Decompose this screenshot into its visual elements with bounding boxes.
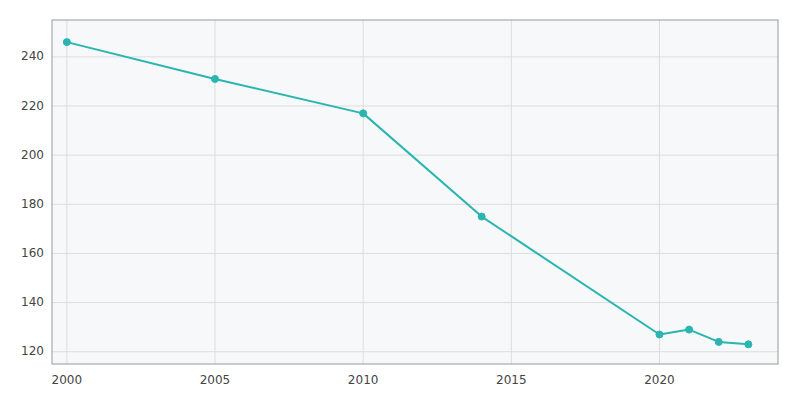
x-tick-label: 2015 bbox=[496, 373, 527, 387]
grid-line-y bbox=[52, 351, 778, 352]
tick-labels: 120 140 160 180 200 220 240 2000 2005 2010 2015 202… bbox=[21, 49, 675, 387]
x-tick-label: 2000 bbox=[52, 373, 83, 387]
grid-line-y bbox=[52, 155, 778, 156]
grid-line-x bbox=[66, 20, 67, 364]
y-tick-label: 140 bbox=[21, 295, 44, 309]
data-point bbox=[63, 39, 70, 46]
data-point bbox=[211, 75, 218, 82]
data-point bbox=[715, 338, 722, 345]
y-tick-label: 160 bbox=[21, 246, 44, 260]
grid-line-x bbox=[511, 20, 512, 364]
x-tick-label: 2010 bbox=[348, 373, 379, 387]
y-tick-label: 220 bbox=[21, 99, 44, 113]
y-tick-label: 200 bbox=[21, 148, 44, 162]
grid-line-x bbox=[659, 20, 660, 364]
grid bbox=[52, 20, 778, 364]
grid-line-y bbox=[52, 302, 778, 303]
grid-line-x bbox=[363, 20, 364, 364]
data-point bbox=[360, 110, 367, 117]
data-line bbox=[67, 42, 749, 344]
page: {"chart_data": {"type": "line", "x": [20… bbox=[0, 0, 800, 400]
x-tick-label: 2005 bbox=[200, 373, 231, 387]
grid-line-x bbox=[214, 20, 215, 364]
plot-frame bbox=[52, 20, 778, 364]
grid-line-y bbox=[52, 106, 778, 107]
data-point bbox=[686, 326, 693, 333]
data-layer bbox=[63, 39, 752, 348]
y-tick-label: 120 bbox=[21, 344, 44, 358]
chart-svg: 120 140 160 180 200 220 240 2000 2005 2010 2015 202… bbox=[0, 0, 800, 400]
plot-background bbox=[52, 20, 778, 364]
y-tick-label: 180 bbox=[21, 197, 44, 211]
x-tick-label: 2020 bbox=[644, 373, 675, 387]
data-point bbox=[656, 331, 663, 338]
data-point bbox=[478, 213, 485, 220]
y-tick-label: 240 bbox=[21, 49, 44, 63]
data-point bbox=[745, 341, 752, 348]
grid-line-y bbox=[52, 204, 778, 205]
grid-line-y bbox=[52, 56, 778, 57]
grid-line-y bbox=[52, 253, 778, 254]
chart-container: 120 140 160 180 200 220 240 2000 2005 2010 2015 202… bbox=[0, 0, 800, 400]
